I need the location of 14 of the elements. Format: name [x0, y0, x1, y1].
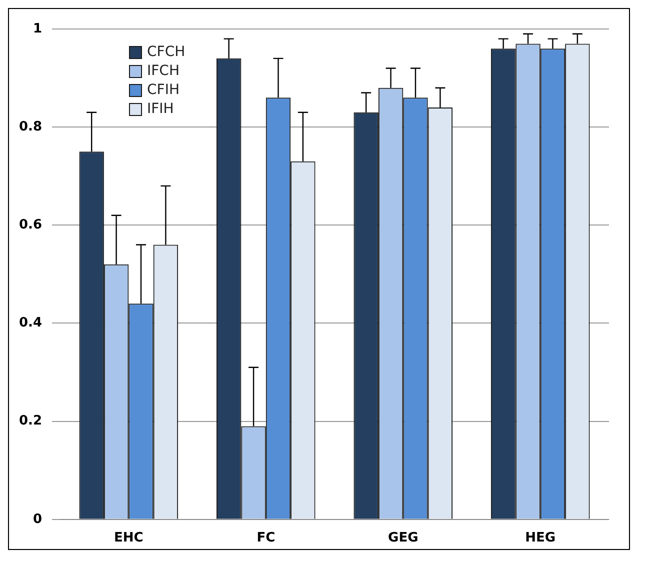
x-tick-label: HEG	[525, 530, 556, 546]
y-tick-label: 0.4	[19, 316, 42, 331]
y-tick-label: 0	[32, 512, 42, 527]
y-tick-label: 1	[32, 21, 42, 36]
legend-label: CFIH	[147, 82, 180, 98]
legend-label: CFCH	[147, 44, 186, 60]
legend-label: IFIH	[147, 101, 174, 117]
y-tick-label: 0.2	[19, 414, 42, 429]
x-tick-label: FC	[256, 530, 276, 546]
y-tick-label: 0.8	[19, 119, 42, 134]
y-tick-label: 0.6	[19, 218, 42, 233]
legend-label: IFCH	[147, 63, 180, 79]
x-tick-label: EHC	[114, 530, 144, 546]
x-tick-label: GEG	[388, 530, 418, 546]
